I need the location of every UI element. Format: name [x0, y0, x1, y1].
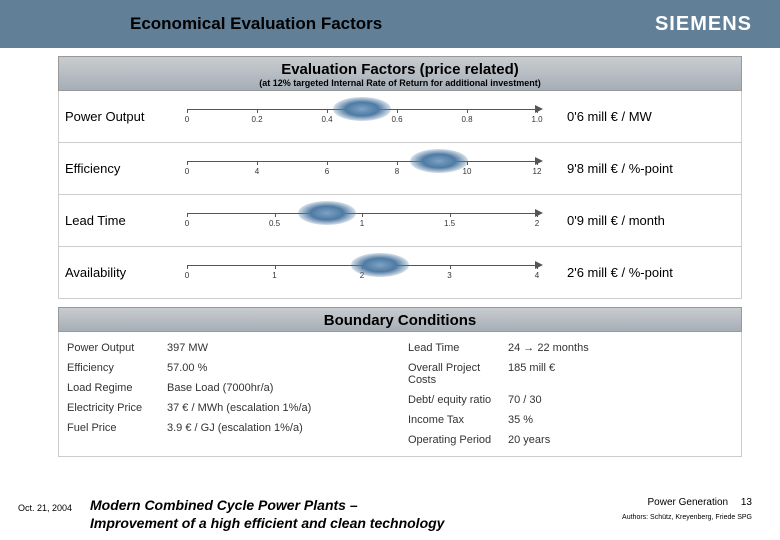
boundary-row: Debt/ equity ratio70 / 30 [408, 390, 733, 410]
factor-row: Power Output 0 0.2 0.4 0.6 0.8 1.0 0'6 mill € /… [58, 91, 742, 143]
axis-tick-label: 1.5 [444, 219, 455, 228]
evaluation-subtitle: (at 12% targeted Internal Rate of Return… [59, 78, 741, 88]
boundary-value: 37 € / MWh (escalation 1%/a) [167, 402, 392, 414]
axis-tick-label: 6 [325, 167, 329, 176]
factor-label: Availability [59, 265, 177, 280]
footer-authors: Authors: Schütz, Kreyenberg, Friede SPG [622, 514, 752, 521]
axis-marker [333, 97, 391, 121]
axis-tick-label: 2 [535, 219, 539, 228]
boundary-row: Electricity Price37 € / MWh (escalation … [67, 398, 392, 418]
boundary-label: Power Output [67, 342, 167, 354]
axis-marker [410, 149, 468, 173]
content: Evaluation Factors (price related) (at 1… [0, 48, 780, 457]
boundary-value: 57.00 % [167, 362, 392, 374]
factor-axis: 01234 [177, 247, 557, 298]
axis-tick-label: 0.8 [461, 115, 472, 124]
boundary-value: Base Load (7000hr/a) [167, 382, 392, 394]
footer-page: 13 [741, 497, 752, 508]
boundary-value: 70 / 30 [508, 394, 733, 406]
boundary-value: 3.9 € / GJ (escalation 1%/a) [167, 422, 392, 434]
axis-tick-label: 0 [185, 167, 189, 176]
page-title: Economical Evaluation Factors [130, 14, 382, 34]
boundary-title: Boundary Conditions [59, 312, 741, 329]
footer-title-l1: Modern Combined Cycle Power Plants – [90, 497, 358, 513]
boundary-label: Operating Period [408, 434, 508, 446]
axis-tick-label: 0 [185, 219, 189, 228]
axis-tick-label: 0.6 [391, 115, 402, 124]
footer-date: Oct. 21, 2004 [18, 497, 90, 513]
axis-tick-label: 0.2 [251, 115, 262, 124]
boundary-row: Fuel Price3.9 € / GJ (escalation 1%/a) [67, 418, 392, 438]
boundary-value: 24 → 22 months [508, 342, 733, 354]
factor-value: 0'9 mill € / month [557, 213, 732, 228]
factor-value: 2'6 mill € / %-point [557, 265, 732, 280]
factor-axis: 0 4 6 8 10 12 [177, 143, 557, 194]
evaluation-title: Evaluation Factors (price related) [59, 61, 741, 78]
boundary-value: 397 MW [167, 342, 392, 354]
footer-title-l2: Improvement of a high efficient and clea… [90, 515, 444, 531]
axis-tick-label: 0 [185, 115, 189, 124]
axis-tick-label: 8 [395, 167, 399, 176]
boundary-label: Lead Time [408, 342, 508, 354]
boundary-row: Power Output397 MW [67, 338, 392, 358]
boundary-label: Efficiency [67, 362, 167, 374]
axis-tick-label: 1.0 [531, 115, 542, 124]
boundary-label: Income Tax [408, 414, 508, 426]
header-bar: Economical Evaluation Factors SIEMENS [0, 0, 780, 48]
factor-label: Power Output [59, 109, 177, 124]
axis-tick-label: 4 [255, 167, 259, 176]
footer-title: Modern Combined Cycle Power Plants – Imp… [90, 497, 622, 532]
axis-marker [298, 201, 356, 225]
axis-tick-label: 0.5 [269, 219, 280, 228]
axis-tick-label: 3 [447, 271, 451, 280]
factor-label: Lead Time [59, 213, 177, 228]
boundary-row: Overall Project Costs185 mill € [408, 358, 733, 390]
axis-tick-label: 12 [533, 167, 542, 176]
evaluation-header: Evaluation Factors (price related) (at 1… [58, 56, 742, 91]
boundary-row: Lead Time24 → 22 months [408, 338, 733, 358]
factor-row: Availability012342'6 mill € / %-point [58, 247, 742, 299]
boundary-value: 20 years [508, 434, 733, 446]
brand-logo: SIEMENS [655, 13, 752, 36]
boundary-row: Operating Period20 years [408, 430, 733, 450]
factor-row: Lead Time 0 0.5 1 1.5 2 0'9 mill € / month [58, 195, 742, 247]
footer-pg: Power Generation [647, 497, 728, 508]
boundary-label: Debt/ equity ratio [408, 394, 508, 406]
boundary-col-right: Lead Time24 → 22 monthsOverall Project C… [400, 332, 741, 456]
boundary-row: Income Tax35 % [408, 410, 733, 430]
factor-row: Efficiency 0 4 6 8 10 12 9'8 mill € / %-point [58, 143, 742, 195]
axis-tick-label: 0 [185, 271, 189, 280]
evaluation-rows: Power Output 0 0.2 0.4 0.6 0.8 1.0 0'6 mill € /… [58, 91, 742, 299]
boundary-body: Power Output397 MWEfficiency57.00 %Load … [58, 332, 742, 457]
boundary-row: Load RegimeBase Load (7000hr/a) [67, 378, 392, 398]
footer: Oct. 21, 2004 Modern Combined Cycle Powe… [0, 497, 780, 532]
boundary-label: Fuel Price [67, 422, 167, 434]
axis-tick-label: 1 [272, 271, 276, 280]
factor-axis: 0 0.2 0.4 0.6 0.8 1.0 [177, 91, 557, 142]
boundary-col-left: Power Output397 MWEfficiency57.00 %Load … [59, 332, 400, 456]
axis-tick-label: 4 [535, 271, 539, 280]
factor-axis: 0 0.5 1 1.5 2 [177, 195, 557, 246]
factor-value: 9'8 mill € / %-point [557, 161, 732, 176]
factor-value: 0'6 mill € / MW [557, 109, 732, 124]
axis-tick-label: 10 [463, 167, 472, 176]
boundary-label: Load Regime [67, 382, 167, 394]
boundary-label: Overall Project Costs [408, 362, 508, 386]
axis-tick-label: 1 [360, 219, 364, 228]
boundary-value: 185 mill € [508, 362, 733, 386]
axis-tick-label: 0.4 [321, 115, 332, 124]
boundary-row: Efficiency57.00 % [67, 358, 392, 378]
axis-marker [351, 253, 409, 277]
boundary-value: 35 % [508, 414, 733, 426]
boundary-header: Boundary Conditions [58, 307, 742, 332]
factor-label: Efficiency [59, 161, 177, 176]
boundary-label: Electricity Price [67, 402, 167, 414]
footer-right: Power Generation 13 Authors: Schütz, Kre… [622, 497, 752, 521]
